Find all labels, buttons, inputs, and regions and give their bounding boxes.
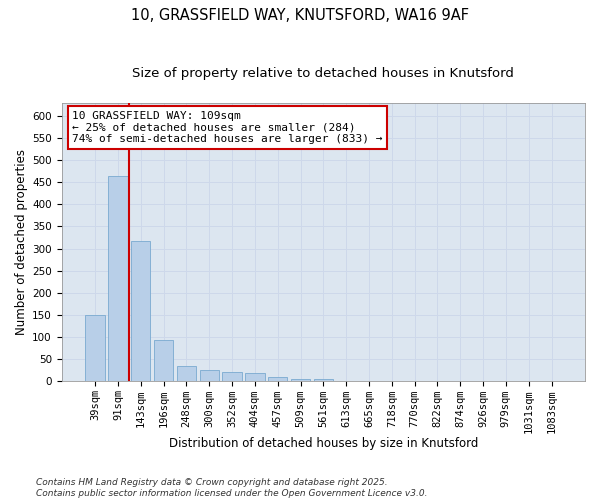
Bar	[291, 379, 310, 382]
Bar	[314, 379, 333, 382]
Bar	[268, 378, 287, 382]
Bar	[223, 372, 242, 382]
Text: 10, GRASSFIELD WAY, KNUTSFORD, WA16 9AF: 10, GRASSFIELD WAY, KNUTSFORD, WA16 9AF	[131, 8, 469, 22]
Title: Size of property relative to detached houses in Knutsford: Size of property relative to detached ho…	[133, 68, 514, 80]
Bar	[245, 372, 265, 382]
Text: Contains HM Land Registry data © Crown copyright and database right 2025.
Contai: Contains HM Land Registry data © Crown c…	[36, 478, 427, 498]
Bar	[85, 315, 105, 382]
Bar	[337, 380, 356, 382]
X-axis label: Distribution of detached houses by size in Knutsford: Distribution of detached houses by size …	[169, 437, 478, 450]
Bar	[154, 340, 173, 382]
Bar	[177, 366, 196, 382]
Y-axis label: Number of detached properties: Number of detached properties	[15, 149, 28, 335]
Bar	[108, 176, 128, 382]
Bar	[131, 240, 151, 382]
Text: 10 GRASSFIELD WAY: 109sqm
← 25% of detached houses are smaller (284)
74% of semi: 10 GRASSFIELD WAY: 109sqm ← 25% of detac…	[72, 111, 383, 144]
Bar	[200, 370, 219, 382]
